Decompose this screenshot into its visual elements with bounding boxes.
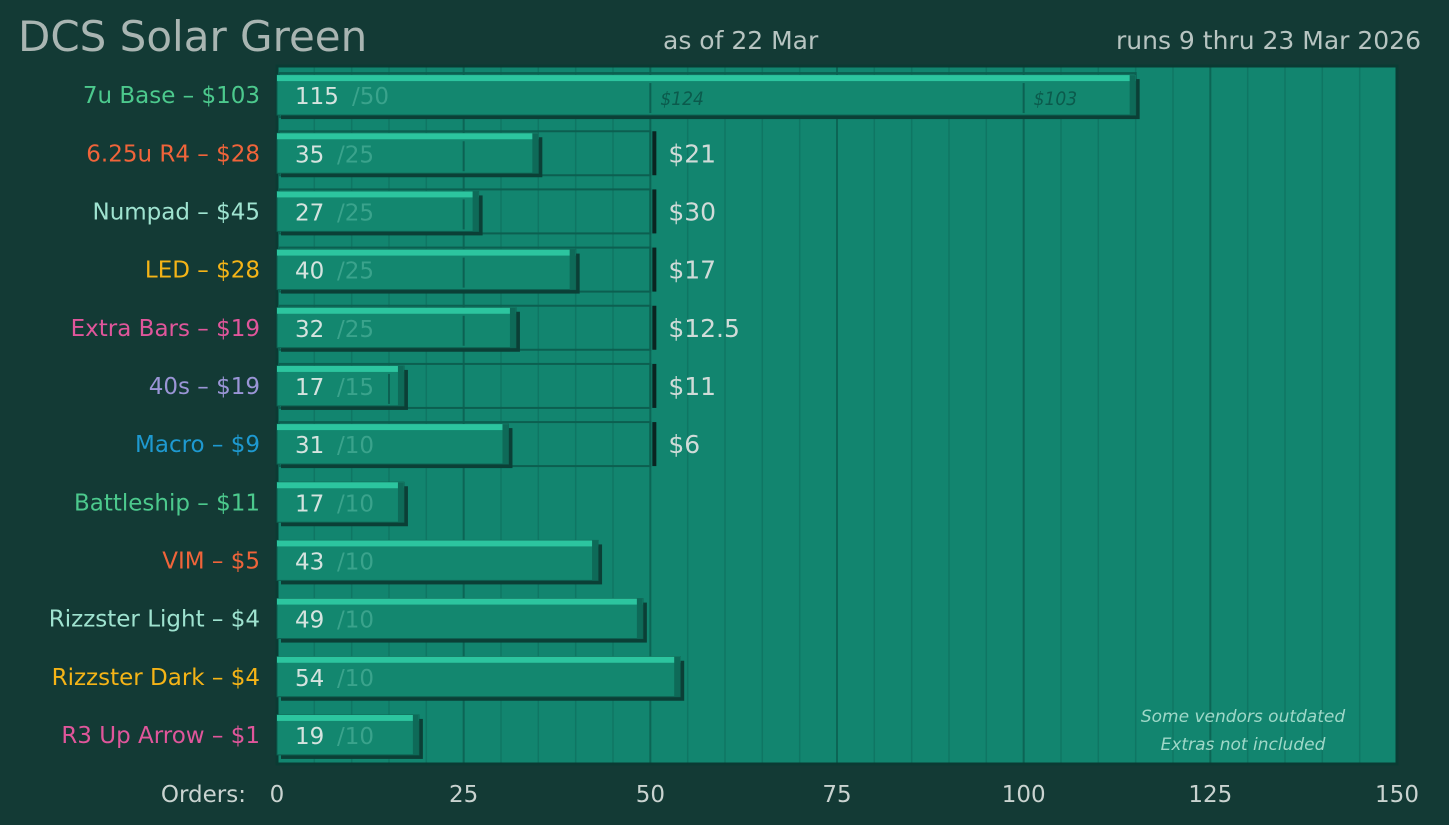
bar xyxy=(276,539,599,581)
category-label: Rizzster Light – $4 xyxy=(49,607,260,633)
order-count: 32 xyxy=(295,317,324,343)
tier-target-marker xyxy=(652,363,657,408)
order-count: 115 xyxy=(295,84,339,110)
moq-label: /25 xyxy=(337,317,374,343)
chart-title: DCS Solar Green xyxy=(18,12,368,61)
next-tier-price: $30 xyxy=(668,197,716,226)
order-count: 17 xyxy=(295,491,324,517)
chart-note: Some vendors outdated xyxy=(1141,707,1346,727)
order-count: 40 xyxy=(295,259,324,285)
x-tick-label: 100 xyxy=(1002,782,1046,808)
run-dates: runs 9 thru 23 Mar 2026 xyxy=(1115,26,1421,55)
order-count: 49 xyxy=(295,608,324,634)
as-of-date: as of 22 Mar xyxy=(663,26,819,55)
moq-label: /10 xyxy=(337,666,374,692)
bar-highlight xyxy=(277,656,681,663)
bar xyxy=(276,481,405,523)
bar-edge xyxy=(1129,75,1136,116)
order-count: 43 xyxy=(295,549,324,575)
chart-note: Extras not included xyxy=(1161,735,1326,755)
next-tier-price: $17 xyxy=(668,256,716,285)
bar-highlight xyxy=(277,75,1136,82)
next-tier-price: $11 xyxy=(668,372,716,401)
x-tick-label: 125 xyxy=(1188,782,1232,808)
tier-target-marker xyxy=(652,247,657,292)
bar-edge xyxy=(397,482,404,523)
bar xyxy=(276,190,480,232)
x-tick-label: 150 xyxy=(1375,782,1419,808)
bar xyxy=(276,307,517,349)
moq-label: /15 xyxy=(337,375,374,401)
x-tick-label: 50 xyxy=(636,782,665,808)
category-label: 6.25u R4 – $28 xyxy=(86,141,260,167)
category-label: Battleship – $11 xyxy=(74,490,260,516)
x-tick-label: 0 xyxy=(270,782,285,808)
order-count: 17 xyxy=(295,375,324,401)
moq-label: /25 xyxy=(337,142,374,168)
category-label: Macro – $9 xyxy=(135,432,260,458)
order-count: 19 xyxy=(295,724,324,750)
x-axis-label: Orders: xyxy=(161,782,246,808)
category-label: Extra Bars – $19 xyxy=(71,316,260,342)
plot-border xyxy=(275,64,1399,766)
bar-edge xyxy=(674,656,681,697)
bar-edge xyxy=(569,249,576,290)
price-tier-label: $103 xyxy=(1034,88,1078,110)
bar-highlight xyxy=(277,482,404,489)
bar-highlight xyxy=(277,540,599,547)
bar-highlight xyxy=(277,365,404,372)
order-count: 31 xyxy=(295,433,324,459)
bar xyxy=(276,249,577,291)
category-label: VIM – $5 xyxy=(162,548,260,574)
x-tick-label: 25 xyxy=(449,782,478,808)
tier-target-marker xyxy=(652,131,657,176)
price-tier-label: $124 xyxy=(660,88,704,110)
next-tier-price: $12.5 xyxy=(668,314,740,343)
tier-target-marker xyxy=(652,422,657,467)
bar-highlight xyxy=(277,249,576,256)
bar-highlight xyxy=(277,307,516,314)
bar-edge xyxy=(592,540,599,581)
moq-label: /25 xyxy=(337,200,374,226)
bar-highlight xyxy=(277,714,419,721)
bar xyxy=(276,365,405,407)
bar-edge xyxy=(509,307,516,348)
category-label: Rizzster Dark – $4 xyxy=(52,665,260,691)
category-label: Numpad – $45 xyxy=(92,199,260,225)
bar-highlight xyxy=(277,191,479,198)
moq-label: /10 xyxy=(337,549,374,575)
category-label: R3 Up Arrow – $1 xyxy=(61,723,260,749)
bar xyxy=(276,132,539,174)
category-label: 7u Base – $103 xyxy=(83,83,260,109)
moq-label: /10 xyxy=(337,491,374,517)
bar-highlight xyxy=(277,598,643,605)
moq-label: /10 xyxy=(337,724,374,750)
x-tick-label: 75 xyxy=(822,782,851,808)
moq-label: /10 xyxy=(337,433,374,459)
bar-highlight xyxy=(277,133,539,140)
next-tier-price: $6 xyxy=(668,430,700,459)
bar-edge xyxy=(412,714,419,755)
bar-edge xyxy=(472,191,479,232)
bar-edge xyxy=(397,365,404,406)
bar-edge xyxy=(502,424,509,465)
order-count: 35 xyxy=(295,142,324,168)
order-count: 54 xyxy=(295,666,324,692)
order-count: 27 xyxy=(295,200,324,226)
moq-label: /25 xyxy=(337,259,374,285)
next-tier-price: $21 xyxy=(668,139,716,168)
moq-label: /10 xyxy=(337,608,374,634)
moq-label: /50 xyxy=(352,84,389,110)
bar-edge xyxy=(636,598,643,639)
tier-target-marker xyxy=(652,305,657,350)
bar-edge xyxy=(532,133,539,174)
tier-target-marker xyxy=(652,189,657,234)
category-label: LED – $28 xyxy=(145,258,260,284)
bar-highlight xyxy=(277,424,509,431)
category-label: 40s – $19 xyxy=(149,374,260,400)
